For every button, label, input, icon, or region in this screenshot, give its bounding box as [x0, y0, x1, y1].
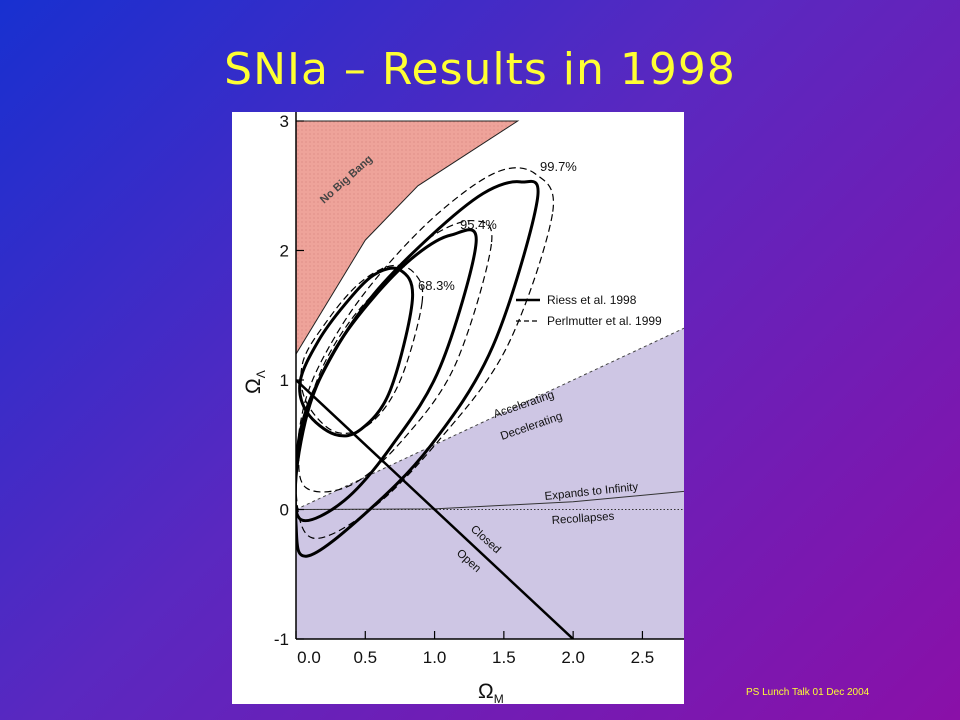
legend-perlmutter-label: Perlmutter et al. 1999 — [547, 314, 662, 328]
recollapses-label: Recollapses — [551, 511, 615, 527]
y-tick-label-4: 3 — [280, 112, 289, 131]
y-tick-label-2: 1 — [280, 371, 289, 390]
y-tick-label-3: 2 — [280, 242, 289, 261]
confidence-99-label: 99.7% — [540, 159, 577, 174]
chart-figure: -1 0 1 2 3 0.0 0.5 1.0 1.5 2.0 2.5 No Big Bang 99… — [232, 112, 684, 706]
confidence-95-label: 95.4% — [460, 217, 497, 232]
expansion-boundary-line — [296, 490, 684, 510]
x-axis-label: ΩM — [478, 680, 504, 704]
no-big-bang-region — [296, 120, 520, 356]
y-axis-label: ΩΛ — [242, 370, 268, 394]
x-tick-label-1: 0.5 — [353, 648, 377, 667]
confidence-68-label: 68.3% — [418, 278, 455, 293]
y-tick-label-1: 0 — [280, 501, 289, 520]
flat-universe-line — [296, 379, 574, 639]
footer-text: PS Lunch Talk 01 Dec 2004 — [746, 687, 870, 698]
slide-title: SNIa – Results in 1998 — [224, 44, 736, 95]
perlmutter-contour-0 — [300, 264, 424, 435]
x-tick-label-3: 1.5 — [492, 648, 516, 667]
acceleration-boundary-line — [296, 327, 684, 510]
riess-contour-0 — [298, 266, 415, 438]
x-tick-label-0: 0.0 — [297, 648, 321, 667]
decelerating-region — [296, 328, 684, 639]
y-tick-label-0: -1 — [274, 630, 289, 649]
x-tick-label-2: 1.0 — [423, 648, 447, 667]
x-tick-label-5: 2.5 — [631, 648, 655, 667]
legend-riess-label: Riess et al. 1998 — [547, 293, 637, 307]
x-tick-label-4: 2.0 — [561, 648, 585, 667]
